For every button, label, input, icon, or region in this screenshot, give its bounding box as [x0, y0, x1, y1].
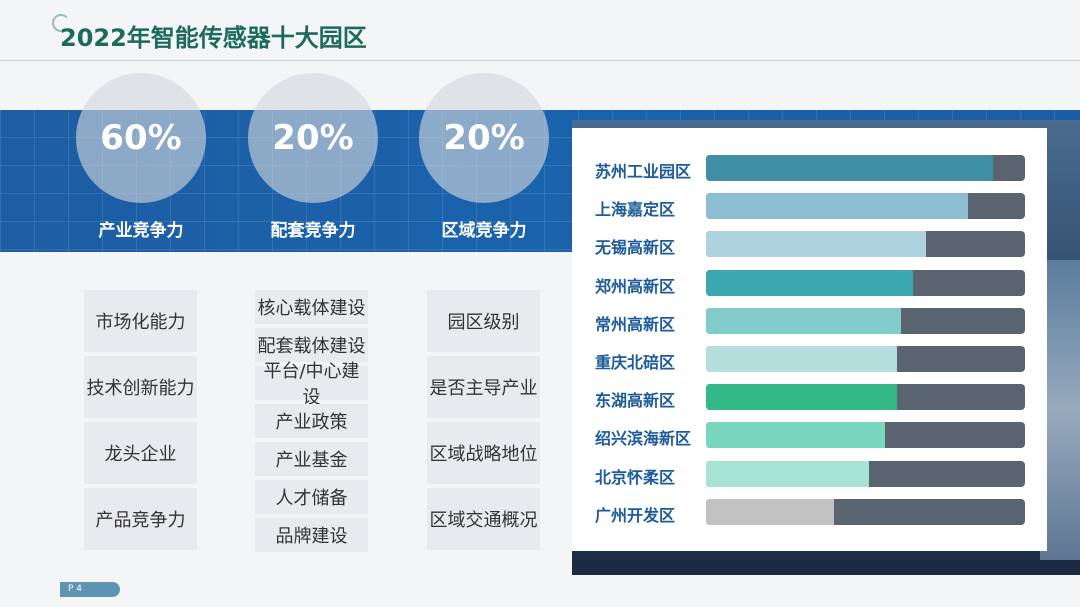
bar-label-10: 广州开发区 — [595, 505, 676, 525]
metric-value-industry: 60% — [100, 118, 182, 158]
bar-track-2 — [706, 193, 1025, 220]
bar-fill-1 — [706, 155, 993, 181]
bar-track-10 — [706, 498, 1025, 525]
bar-track-5 — [706, 307, 1025, 334]
bar-label-5: 常州高新区 — [595, 314, 676, 334]
factor-supporting-7: 品牌建设 — [255, 518, 368, 552]
metric-label-industry: 产业竞争力 — [98, 221, 184, 241]
bar-label-2: 上海嘉定区 — [595, 200, 676, 220]
factor-supporting-1: 核心载体建设 — [255, 290, 368, 324]
metric-value-regional: 20% — [443, 118, 525, 158]
bar-fill-3 — [706, 231, 926, 258]
bar-fill-2 — [706, 193, 968, 220]
bar-fill-9 — [706, 460, 869, 487]
bar-track-4 — [706, 269, 1025, 296]
bar-label-7: 东湖高新区 — [595, 391, 676, 411]
factor-regional-4: 区域交通概况 — [427, 488, 540, 550]
factor-regional-3: 区域战略地位 — [427, 422, 540, 484]
bar-label-3: 无锡高新区 — [595, 238, 676, 258]
bar-track-7 — [706, 384, 1025, 411]
factor-industry-1: 市场化能力 — [84, 290, 197, 352]
metric-circle-regional — [419, 73, 549, 203]
bar-label-1: 苏州工业园区 — [595, 162, 692, 181]
bar-label-8: 绍兴滨海新区 — [595, 429, 692, 449]
factor-regional-1: 园区级别 — [427, 290, 540, 352]
metric-label-regional: 区域竞争力 — [441, 221, 527, 241]
bar-track-8 — [706, 422, 1025, 449]
bar-label-6: 重庆北碚区 — [595, 353, 676, 372]
factor-regional-2: 是否主导产业 — [427, 356, 540, 418]
factor-industry-3: 龙头企业 — [84, 422, 197, 484]
factor-supporting-2: 配套载体建设 — [255, 328, 368, 362]
factor-supporting-3: 平台/中心建设 — [255, 361, 368, 408]
bar-fill-6 — [706, 346, 897, 372]
page-title: 2022年智能传感器十大园区 — [60, 24, 367, 52]
bar-label-4: 郑州高新区 — [595, 276, 676, 296]
bar-track-3 — [706, 231, 1025, 258]
bar-track-9 — [706, 460, 1025, 487]
metric-circle-industry — [76, 73, 206, 203]
metric-circle-supporting — [248, 73, 378, 203]
factor-industry-4: 产品竞争力 — [84, 488, 197, 550]
bar-fill-5 — [706, 307, 901, 334]
factor-supporting-4: 产业政策 — [255, 404, 368, 438]
page-number-tag: P 4 — [60, 582, 120, 597]
bar-fill-7 — [706, 384, 897, 411]
factor-supporting-5: 产业基金 — [255, 442, 368, 476]
bar-fill-4 — [706, 269, 913, 296]
bar-track-6 — [706, 346, 1025, 372]
bar-fill-10 — [706, 498, 834, 525]
metric-label-supporting: 配套竞争力 — [270, 221, 356, 241]
bar-label-9: 北京怀柔区 — [595, 467, 676, 487]
bar-track-1 — [706, 155, 1025, 181]
factor-supporting-6: 人才储备 — [255, 480, 368, 514]
metric-value-supporting: 20% — [272, 118, 354, 158]
title-divider — [0, 60, 1080, 61]
factor-industry-2: 技术创新能力 — [84, 356, 197, 418]
bar-fill-8 — [706, 422, 885, 449]
title-decoration-icon — [52, 14, 70, 32]
